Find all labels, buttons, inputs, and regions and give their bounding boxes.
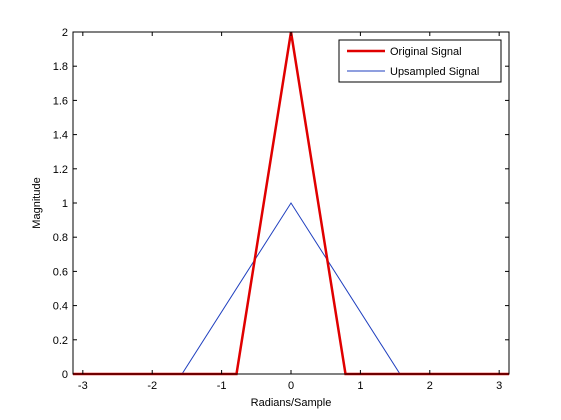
x-tick-label: -1 [217, 380, 227, 392]
y-tick-label: 1.2 [53, 164, 68, 176]
legend-label: Upsampled Signal [390, 66, 479, 78]
y-tick-label: 1 [62, 198, 68, 210]
y-tick-label: 2 [62, 27, 68, 39]
y-tick-label: 0.8 [53, 232, 68, 244]
series-line-upsampled-signal [73, 202, 509, 375]
legend-label: Original Signal [390, 46, 462, 58]
legend-box [338, 39, 502, 83]
x-tick-label: 2 [427, 380, 433, 392]
y-tick-label: 1.6 [53, 95, 68, 107]
x-tick-label: -2 [147, 380, 157, 392]
y-tick-label: 1.4 [53, 130, 68, 142]
y-tick-label: 0.4 [53, 301, 68, 313]
x-tick-label: 3 [496, 380, 502, 392]
y-tick-label: 0 [62, 369, 68, 381]
x-tick-label: 1 [357, 380, 363, 392]
legend: Original Signal Upsampled Signal [338, 39, 502, 83]
x-tick-label: -3 [78, 380, 88, 392]
plot-lines [73, 31, 509, 376]
x-axis: -3 -2 -1 0 1 2 3 [78, 32, 502, 392]
x-axis-label: Radians/Sample [251, 397, 332, 409]
x-tick-label: 0 [288, 380, 294, 392]
y-axis-label: Magnitude [31, 177, 43, 228]
y-tick-label: 0.6 [53, 266, 68, 278]
y-axis: 0 0.2 0.4 0.6 0.8 1 1.2 1.4 1.6 1.8 2 [53, 27, 509, 381]
y-tick-label: 1.8 [53, 61, 68, 73]
y-tick-label: 0.2 [53, 335, 68, 347]
